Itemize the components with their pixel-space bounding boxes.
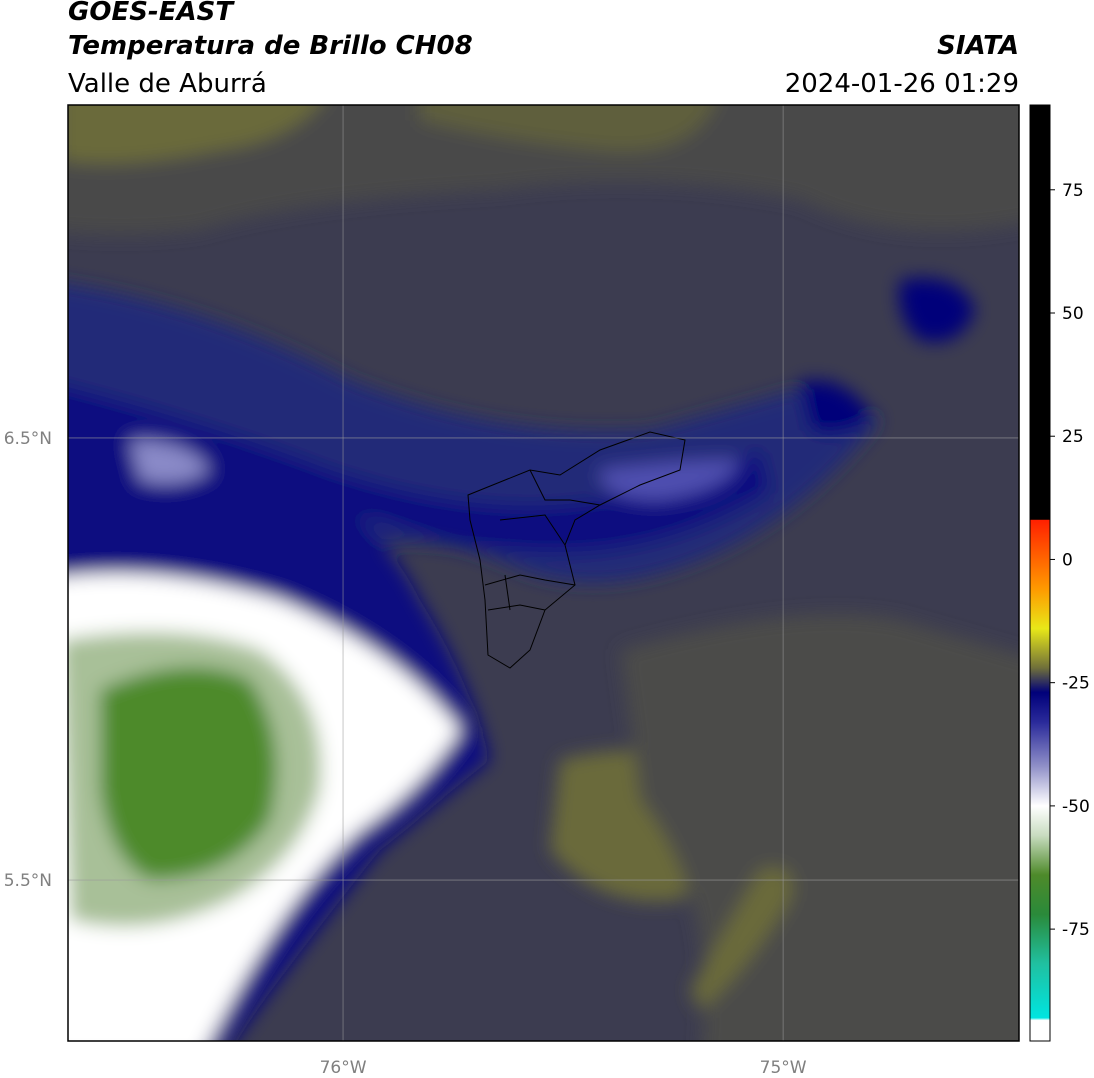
colorbar-tick-label: -25 bbox=[1062, 674, 1090, 694]
colorbar-tick-label: -75 bbox=[1062, 920, 1090, 940]
colorbar-tick-label: -50 bbox=[1062, 797, 1090, 817]
subtitle: Temperatura de Brillo CH08 bbox=[68, 31, 473, 61]
municipal-boundaries bbox=[467, 431, 686, 669]
colorbar-tick-label: 75 bbox=[1062, 181, 1084, 201]
satellite-image bbox=[68, 105, 1019, 1041]
map-frame bbox=[67, 104, 1020, 1042]
lon-tick-label: 75°W bbox=[760, 1058, 807, 1078]
graticule: 6.5°N 5.5°N 76°W 75°W bbox=[4, 105, 1019, 1078]
colorbar-tick-label: 25 bbox=[1062, 427, 1084, 447]
colorbar-tick-label: 0 bbox=[1062, 550, 1073, 570]
colorbar-tick-label: 50 bbox=[1062, 304, 1084, 324]
title: GOES-EAST bbox=[68, 0, 235, 27]
lon-tick-label: 76°W bbox=[320, 1058, 367, 1078]
lat-tick-label: 6.5°N bbox=[4, 429, 52, 449]
datetime: 2024-01-26 01:29 bbox=[785, 69, 1019, 99]
source: SIATA bbox=[937, 31, 1019, 61]
region: Valle de Aburrá bbox=[68, 69, 267, 99]
colorbar-scale bbox=[1029, 104, 1051, 1042]
lat-tick-label: 5.5°N bbox=[4, 871, 52, 891]
colorbar: 75 50 25 0 -25 -50 -75 bbox=[1029, 104, 1090, 1042]
